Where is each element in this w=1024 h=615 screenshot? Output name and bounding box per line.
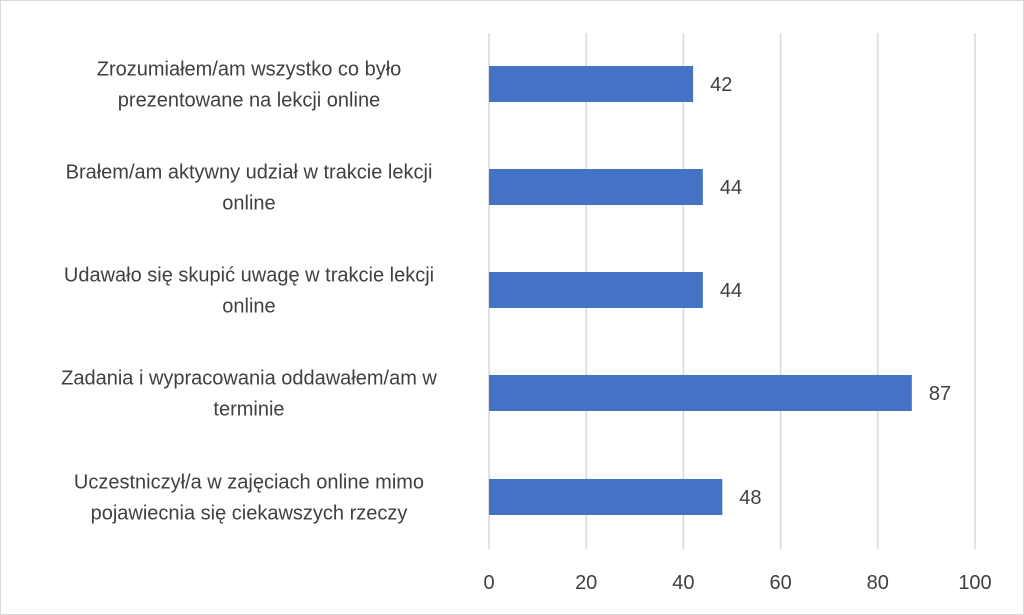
category-label: prezentowane na lekcji online xyxy=(118,90,380,112)
category-label: online xyxy=(222,296,275,318)
bar xyxy=(489,169,703,205)
category-label: Zadania i wypracowania oddawałem/am w xyxy=(61,368,437,390)
x-tick-label: 0 xyxy=(483,572,494,594)
category-label: pojawiecnia się ciekawszych rzeczy xyxy=(91,503,408,525)
bar xyxy=(489,272,703,308)
category-label: terminie xyxy=(213,399,284,421)
x-tick-label: 20 xyxy=(575,572,597,594)
x-tick-label: 80 xyxy=(867,572,889,594)
category-label: Uczestniczył/a w zajęciach online mimo xyxy=(74,472,424,494)
category-label: Udawało się skupić uwagę w trakcie lekcj… xyxy=(64,265,434,287)
bar xyxy=(489,375,912,411)
category-label: Brałem/am aktywny udział w trakcie lekcj… xyxy=(66,162,433,184)
data-label: 48 xyxy=(739,487,761,509)
bars xyxy=(489,66,912,515)
data-label: 44 xyxy=(720,280,742,302)
bar xyxy=(489,66,694,102)
category-labels: Zrozumiałem/am wszystko co było prezentow… xyxy=(61,59,437,525)
bar xyxy=(489,479,723,515)
x-axis-tick-labels: 0 20 40 60 80 100 xyxy=(483,572,991,594)
category-label: online xyxy=(222,193,275,215)
data-label: 44 xyxy=(720,177,742,199)
category-label: Zrozumiałem/am wszystko co było xyxy=(97,59,402,81)
data-label: 42 xyxy=(710,74,732,96)
x-tick-label: 60 xyxy=(769,572,791,594)
data-label: 87 xyxy=(929,383,951,405)
data-labels: 42 44 44 87 48 xyxy=(710,74,951,509)
x-tick-label: 40 xyxy=(672,572,694,594)
x-tick-label: 100 xyxy=(958,572,991,594)
